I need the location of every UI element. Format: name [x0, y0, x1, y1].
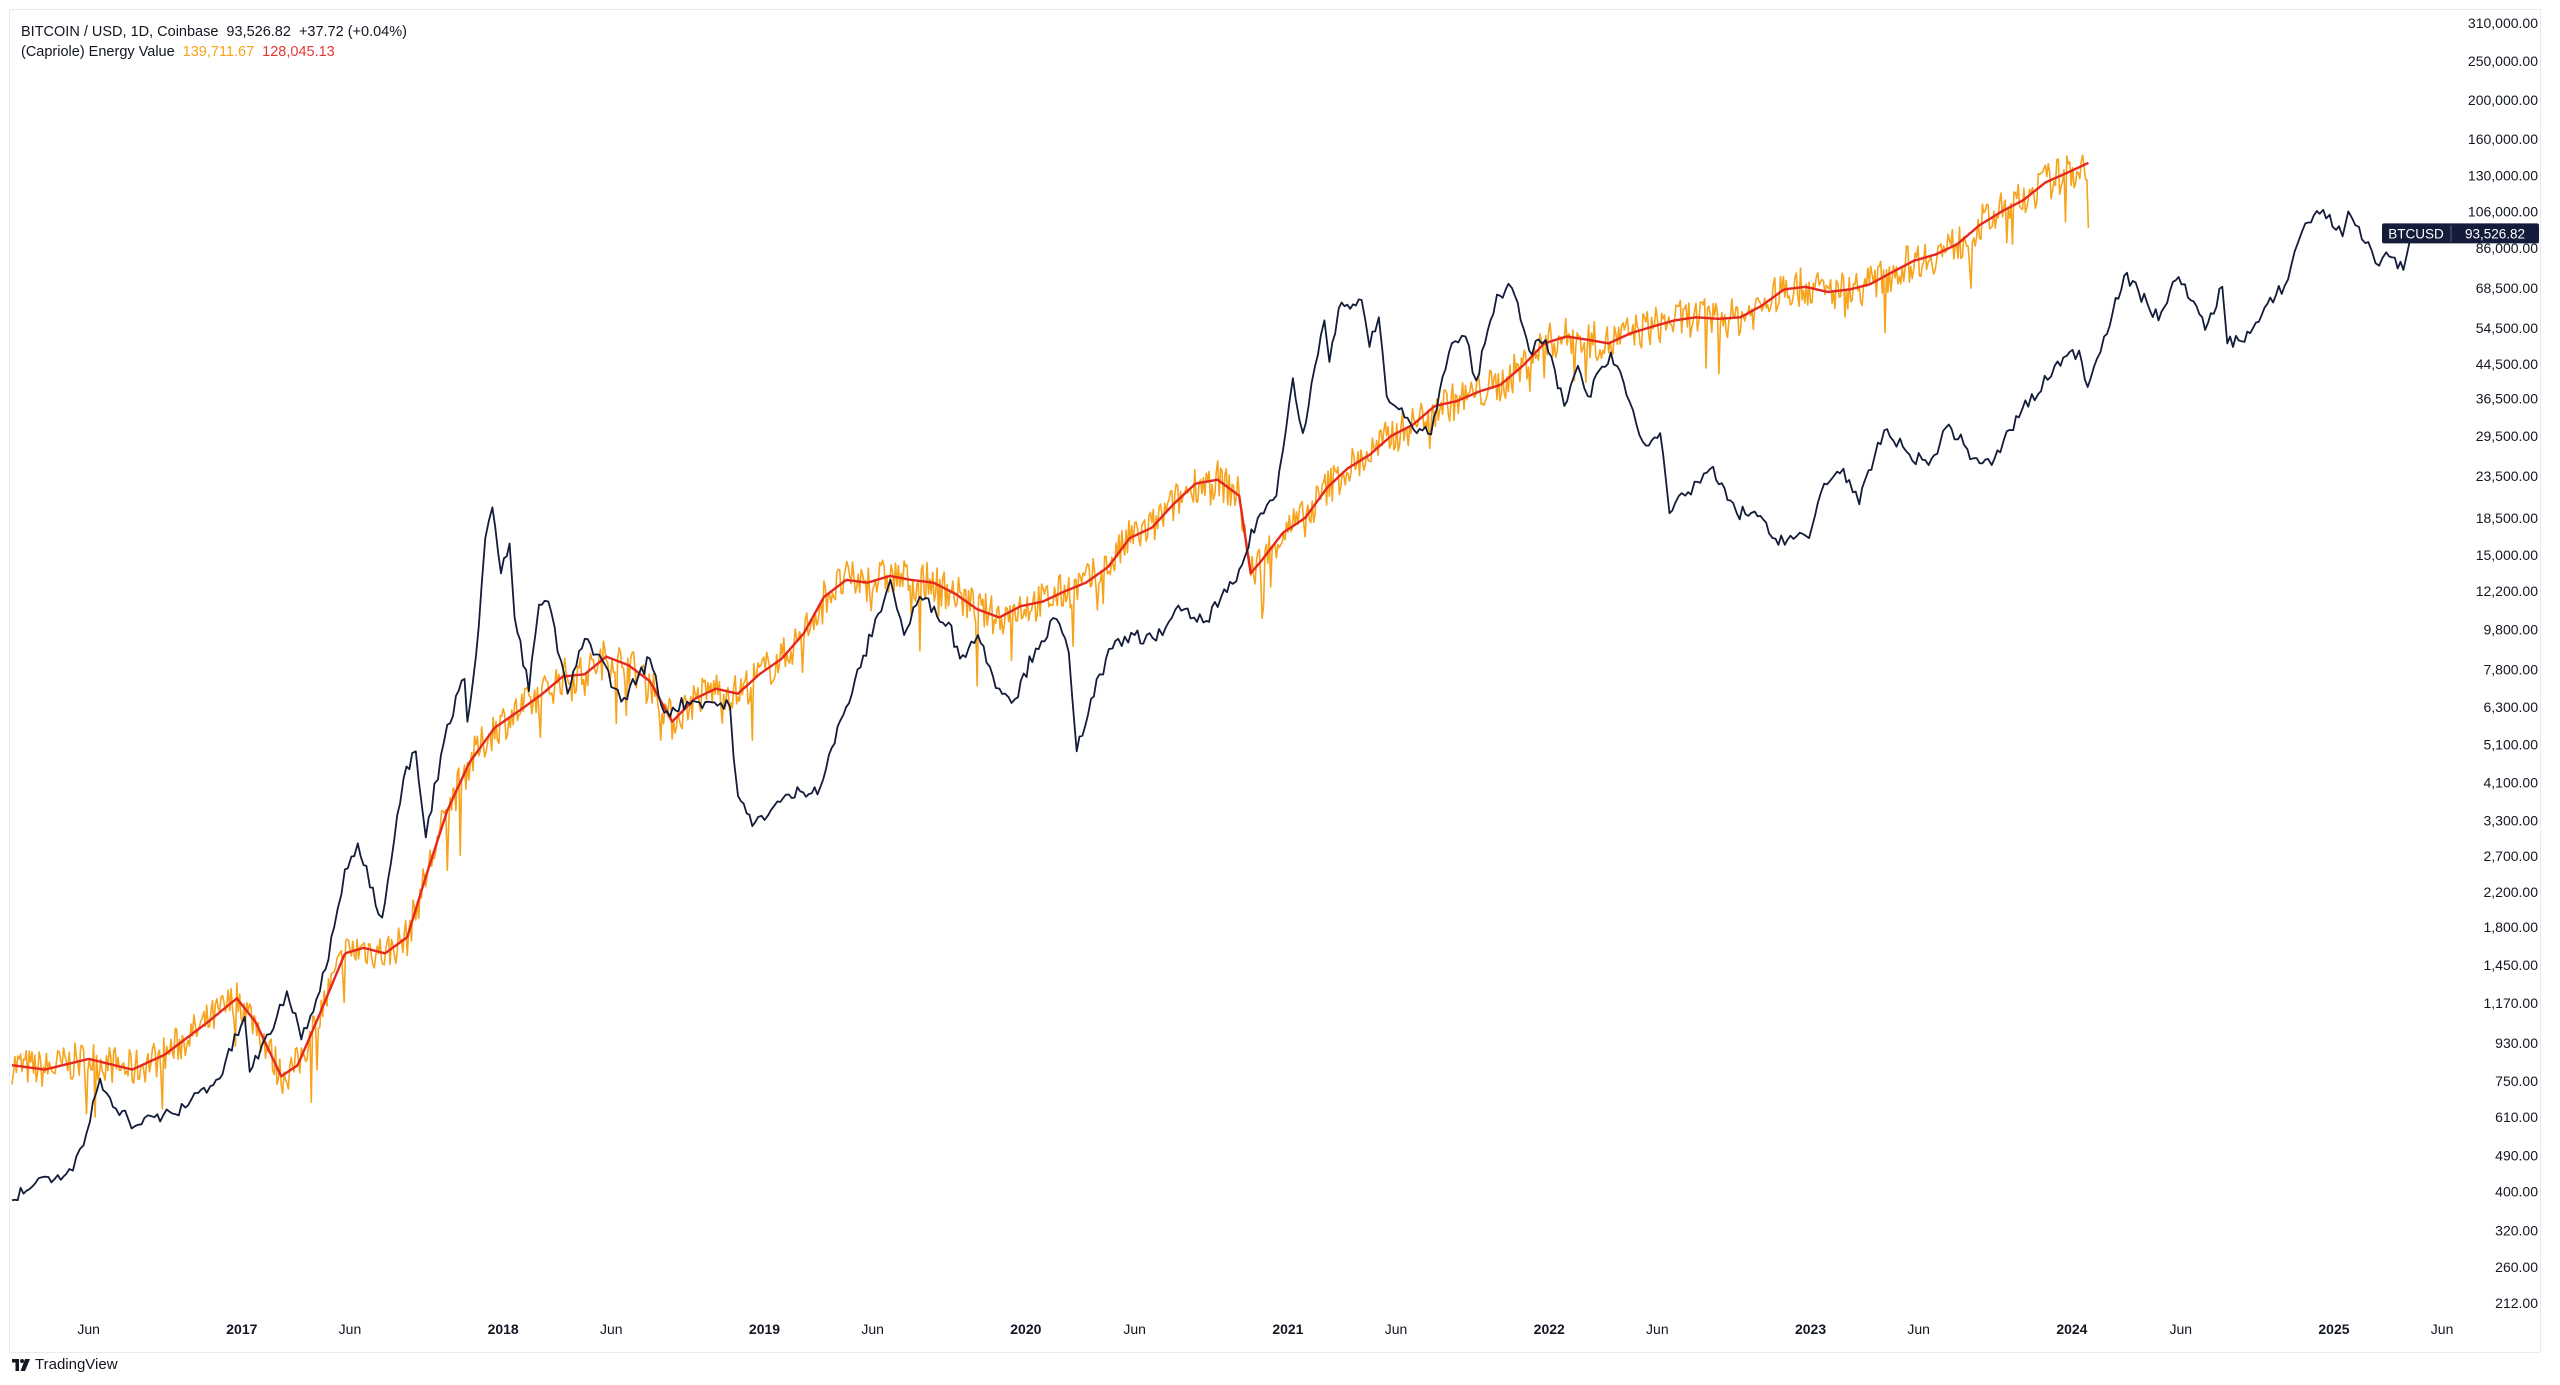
x-tick-label: Jun — [1123, 1321, 1146, 1337]
y-tick-label: 130,000.00 — [2468, 168, 2538, 184]
chart-legend: BITCOIN / USD, 1D, Coinbase 93,526.82 +37.… — [21, 22, 407, 62]
y-axis: 310,000.00 250,000.00 200,000.00 160,000.00… — [2468, 15, 2538, 1311]
x-tick-label: Jun — [1385, 1321, 1408, 1337]
indicator-value-ma: 128,045.13 — [262, 44, 335, 60]
tradingview-brand[interactable]: TradingView — [12, 1356, 118, 1373]
y-tick-label: 36,500.00 — [2476, 391, 2538, 407]
indicator-legend-row[interactable]: (Capriole) Energy Value 139,711.67 128,045… — [21, 42, 407, 62]
y-tick-label: 29,500.00 — [2476, 428, 2538, 444]
energy-value-ma-line — [11, 161, 2089, 1078]
x-tick-label: Jun — [1907, 1321, 1930, 1337]
y-tick-label: 750.00 — [2495, 1073, 2538, 1089]
y-tick-label: 400.00 — [2495, 1183, 2538, 1199]
x-tick-label: Jun — [2169, 1321, 2192, 1337]
y-tick-label: 86,000.00 — [2476, 240, 2538, 256]
x-tick-label: Jun — [861, 1321, 884, 1337]
y-tick-label: 23,500.00 — [2476, 468, 2538, 484]
x-tick-label: Jun — [77, 1321, 100, 1337]
price-change: +37.72 (+0.04%) — [298, 24, 407, 40]
x-tick-label: 2017 — [226, 1321, 257, 1337]
y-tick-label: 9,800.00 — [2484, 622, 2539, 638]
y-tick-label: 54,500.00 — [2476, 320, 2538, 336]
y-tick-label: 160,000.00 — [2468, 131, 2538, 147]
x-tick-label: Jun — [600, 1321, 623, 1337]
y-tick-label: 6,300.00 — [2484, 699, 2539, 715]
x-tick-label: 2018 — [488, 1321, 519, 1337]
y-tick-label: 200,000.00 — [2468, 92, 2538, 108]
x-tick-label: 2024 — [2056, 1321, 2087, 1337]
x-tick-label: Jun — [2431, 1321, 2454, 1337]
y-tick-label: 260.00 — [2495, 1259, 2538, 1275]
x-tick-label: 2020 — [1010, 1321, 1041, 1337]
symbol-title: BITCOIN / USD, 1D, Coinbase — [21, 24, 219, 40]
y-tick-label: 106,000.00 — [2468, 203, 2538, 219]
last-price: 93,526.82 — [226, 24, 291, 40]
y-tick-label: 4,100.00 — [2484, 775, 2539, 791]
x-tick-label: 2019 — [749, 1321, 780, 1337]
x-tick-label: 2021 — [1272, 1321, 1303, 1337]
y-tick-label: 250,000.00 — [2468, 53, 2538, 69]
chart-frame[interactable] — [9, 9, 2541, 1353]
y-tick-label: 44,500.00 — [2476, 356, 2538, 372]
brand-name: TradingView — [35, 1356, 118, 1373]
chart-series — [11, 154, 2417, 1202]
indicator-value-energy: 139,711.67 — [182, 44, 255, 60]
price-tag-value: 93,526.82 — [2465, 226, 2525, 241]
y-tick-label: 610.00 — [2495, 1109, 2538, 1125]
x-tick-label: 2025 — [2318, 1321, 2349, 1337]
y-tick-label: 212.00 — [2495, 1295, 2538, 1311]
y-tick-label: 68,500.00 — [2476, 280, 2538, 296]
price-tag-label: BTCUSD — [2388, 226, 2444, 241]
y-tick-label: 490.00 — [2495, 1148, 2538, 1164]
energy-value-line — [11, 154, 2090, 1118]
y-tick-label: 1,170.00 — [2484, 995, 2539, 1011]
y-tick-label: 310,000.00 — [2468, 15, 2538, 31]
y-tick-label: 320.00 — [2495, 1222, 2538, 1238]
x-tick-label: 2022 — [1534, 1321, 1565, 1337]
y-tick-label: 12,200.00 — [2476, 583, 2538, 599]
price-tag-background — [2382, 223, 2539, 244]
symbol-legend-row[interactable]: BITCOIN / USD, 1D, Coinbase 93,526.82 +37.… — [21, 22, 407, 42]
x-tick-label: 2023 — [1795, 1321, 1826, 1337]
y-tick-label: 1,450.00 — [2484, 957, 2539, 973]
x-tick-label: Jun — [1646, 1321, 1669, 1337]
y-tick-label: 930.00 — [2495, 1035, 2538, 1051]
x-axis: Jun 2017 Jun 2018 Jun 2019 Jun 2020 Jun 2021 Jun 20… — [77, 1321, 2453, 1337]
y-tick-label: 15,000.00 — [2476, 547, 2538, 563]
y-tick-label: 1,800.00 — [2484, 919, 2539, 935]
y-tick-label: 3,300.00 — [2484, 813, 2539, 829]
y-tick-label: 2,200.00 — [2484, 884, 2539, 900]
y-tick-label: 2,700.00 — [2484, 848, 2539, 864]
tradingview-logo-icon — [12, 1358, 30, 1371]
y-tick-label: 5,100.00 — [2484, 736, 2539, 752]
price-tag: BTCUSD 93,526.82 — [2382, 223, 2539, 244]
btc-price-line — [11, 208, 2415, 1202]
x-tick-label: Jun — [339, 1321, 362, 1337]
y-tick-label: 18,500.00 — [2476, 510, 2538, 526]
indicator-name: (Capriole) Energy Value — [21, 44, 175, 60]
y-tick-label: 7,800.00 — [2484, 662, 2539, 678]
